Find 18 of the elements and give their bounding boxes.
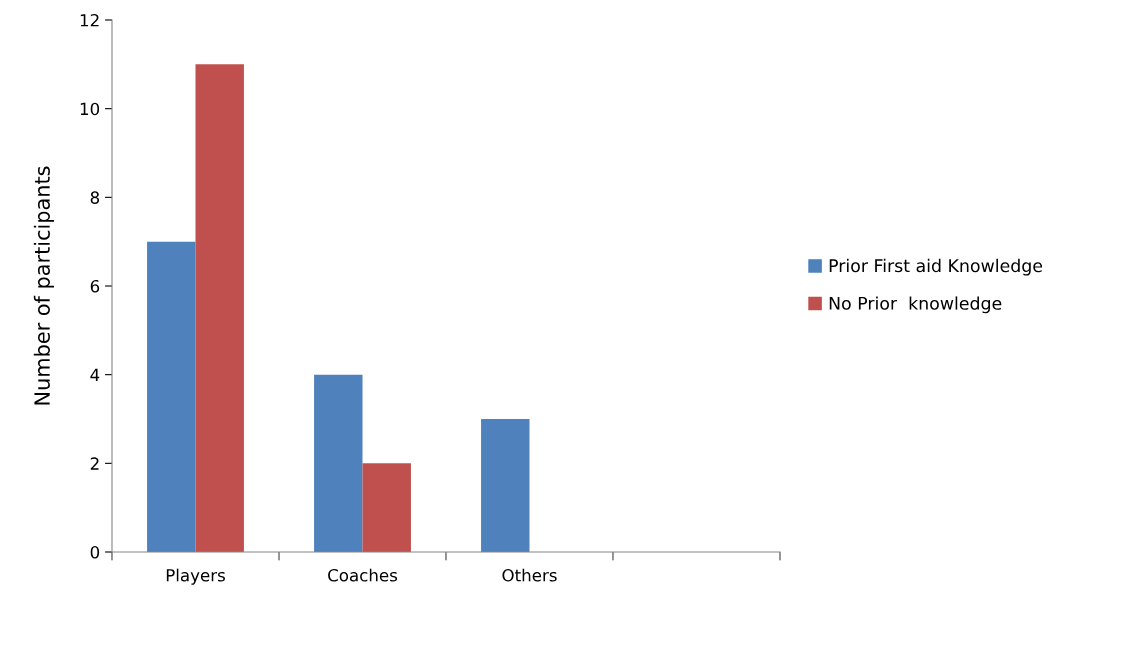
y-tick-label: 10 xyxy=(80,102,100,116)
legend-label: Prior First aid Knowledge xyxy=(829,258,1043,276)
y-tick-label: 2 xyxy=(90,457,99,470)
bar xyxy=(195,64,244,552)
bar xyxy=(314,374,363,552)
bar xyxy=(362,463,411,552)
y-tick-label: 8 xyxy=(90,191,100,204)
bar xyxy=(147,241,196,552)
y-tick-label: 12 xyxy=(80,13,99,27)
legend-label: No Prior knowledge xyxy=(829,296,1002,314)
y-axis-title: Number of participants xyxy=(33,166,54,405)
bar xyxy=(481,419,530,552)
y-tick-label: 0 xyxy=(90,545,100,559)
x-tick-label: Players xyxy=(166,568,225,585)
y-tick-label: 6 xyxy=(90,279,100,293)
y-tick-label: 4 xyxy=(90,368,100,381)
x-tick-label: Others xyxy=(502,568,557,582)
x-tick-label: Coaches xyxy=(328,568,398,582)
